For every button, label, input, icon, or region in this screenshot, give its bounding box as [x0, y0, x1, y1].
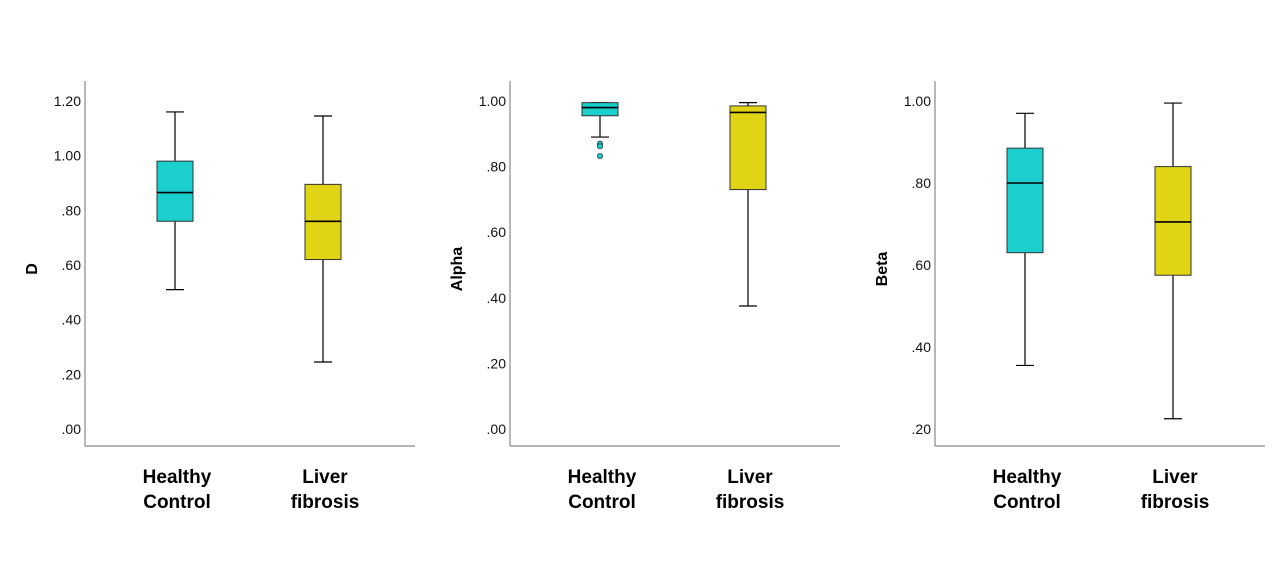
x-category-label: Healthy [143, 467, 212, 488]
y-tick-label: 1.00 [904, 93, 931, 109]
box-iqr [1154, 166, 1192, 276]
outlier-point [597, 153, 604, 160]
box-iqr [729, 105, 767, 191]
y-tick-label: .20 [62, 366, 82, 382]
y-tick-label: .80 [62, 202, 82, 218]
y-tick-label: .60 [487, 224, 507, 240]
x-category-label: Control [143, 492, 211, 513]
y-tick-label: 1.20 [54, 93, 81, 109]
box-iqr [581, 102, 619, 117]
box-iqr [156, 160, 194, 222]
x-category-label: fibrosis [716, 492, 785, 513]
y-tick-label: .00 [487, 421, 507, 437]
y-axis-title: Beta [874, 252, 891, 287]
y-tick-label: .20 [912, 421, 932, 437]
y-tick-label: .60 [912, 257, 932, 273]
y-tick-label: .20 [487, 355, 507, 371]
y-tick-label: .40 [912, 339, 932, 355]
x-category-label: Control [568, 492, 636, 513]
y-tick-label: 1.00 [479, 93, 506, 109]
x-category-label: Healthy [993, 467, 1062, 488]
y-tick-label: .60 [62, 257, 82, 273]
x-category-label: Liver [727, 467, 773, 488]
y-tick-label: 1.00 [54, 148, 81, 164]
y-axis-title: D [24, 263, 41, 275]
box-iqr [1006, 147, 1044, 254]
x-category-label: Liver [1152, 467, 1198, 488]
y-tick-label: .40 [487, 290, 507, 306]
y-tick-label: .80 [487, 159, 507, 175]
x-category-label: Healthy [568, 467, 637, 488]
x-category-label: fibrosis [1141, 492, 1210, 513]
y-tick-label: .40 [62, 312, 82, 328]
y-tick-label: .80 [912, 175, 932, 191]
x-category-label: Liver [302, 467, 348, 488]
x-category-label: fibrosis [291, 492, 360, 513]
y-tick-label: .00 [62, 421, 82, 437]
outlier-point [597, 143, 604, 150]
y-axis-title: Alpha [449, 247, 466, 292]
x-category-label: Control [993, 492, 1061, 513]
